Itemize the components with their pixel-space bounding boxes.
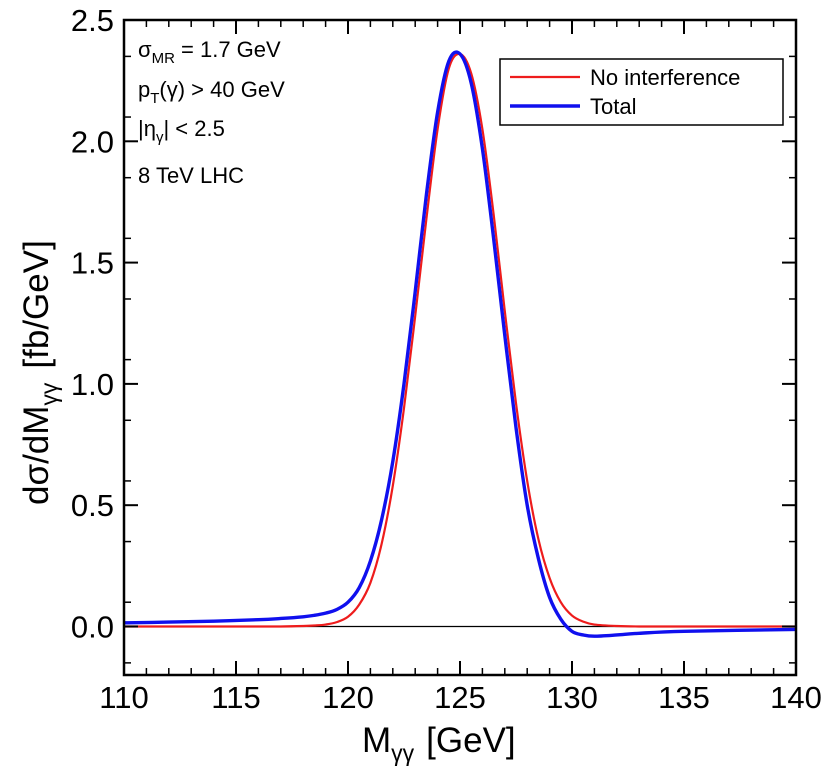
plot-frame — [122, 18, 798, 677]
y-axis-title: dσ/dMγγ[fb/GeV] — [17, 240, 62, 505]
annotation-collider: 8 TeV LHC — [138, 163, 244, 188]
legend-label-total: Total — [590, 94, 636, 119]
x-axis-ticks: 110 115 120 125 130 135 140 — [99, 20, 822, 715]
x-tick-label: 130 — [546, 680, 598, 715]
x-axis-title: Mγγ [GeV] — [362, 721, 516, 766]
legend-label-no-interference: No interference — [590, 65, 740, 90]
annotation-sigma-mr: σMR = 1.7 GeV — [138, 37, 281, 67]
x-tick-label: 120 — [322, 680, 374, 715]
x-tick-label: 140 — [770, 680, 822, 715]
y-tick-label: 1.5 — [71, 246, 114, 281]
y-tick-label: 2.5 — [71, 3, 114, 38]
legend: No interference Total — [499, 58, 784, 126]
x-tick-label: 110 — [99, 680, 148, 715]
series-line-total — [124, 50, 796, 638]
x-tick-label: 125 — [434, 680, 486, 715]
x-tick-label: 135 — [658, 680, 710, 715]
y-tick-label: 2.0 — [71, 124, 114, 159]
series-line-no-interference — [124, 52, 796, 628]
annotation-eta-cut: |ηγ| < 2.5 — [138, 116, 225, 146]
x-tick-label: 115 — [211, 680, 260, 715]
y-tick-label: 0.0 — [71, 609, 114, 644]
annotation-pt-cut: pT(γ) > 40 GeV — [138, 77, 285, 107]
y-tick-label: 0.5 — [71, 488, 114, 523]
y-tick-label: 1.0 — [71, 367, 114, 402]
legend-box — [499, 58, 784, 126]
